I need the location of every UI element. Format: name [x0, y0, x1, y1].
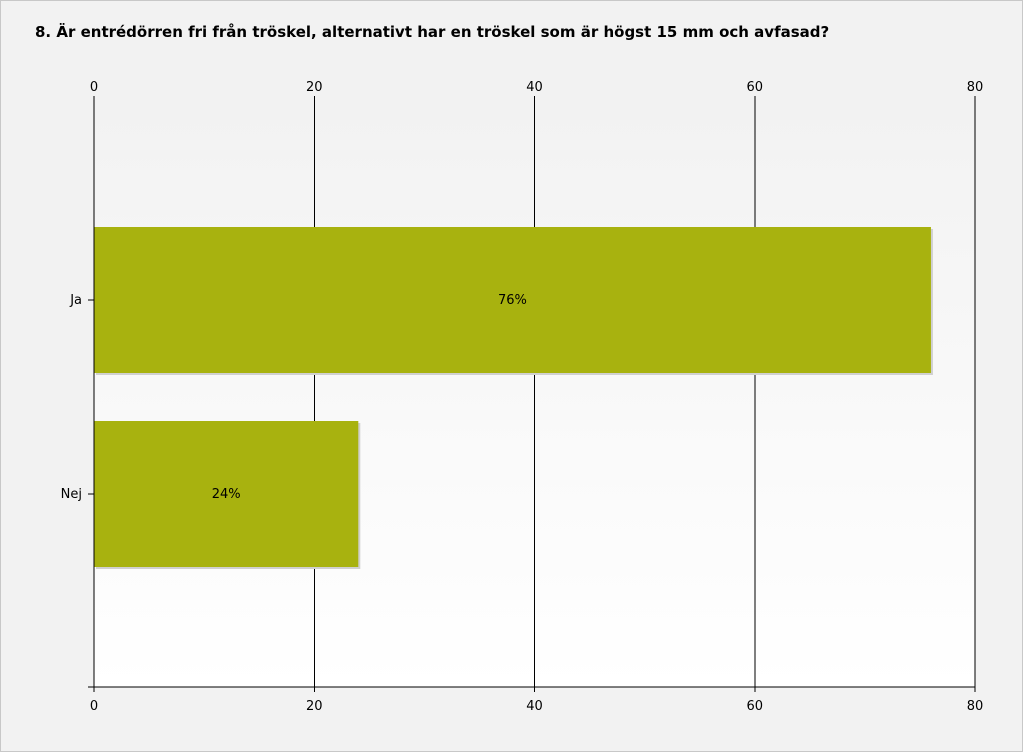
x-tick-label-top: 0 [90, 80, 98, 95]
data-label-ja: 76% [498, 293, 527, 308]
x-tick-label-top: 40 [526, 80, 543, 95]
x-tick-label-bottom: 80 [967, 699, 984, 714]
x-tick-label-top: 60 [746, 80, 763, 95]
x-tick-label-bottom: 0 [90, 699, 98, 714]
y-tick-label-ja: Ja [69, 293, 82, 308]
x-tick-label-bottom: 40 [526, 699, 543, 714]
bar-nej [94, 421, 359, 567]
x-tick-label-bottom: 60 [746, 699, 763, 714]
x-tick-label-top: 80 [967, 80, 984, 95]
y-tick-label-nej: Nej [61, 487, 82, 502]
x-tick-label-bottom: 20 [306, 699, 323, 714]
bar-ja [94, 227, 931, 373]
x-tick-label-top: 20 [306, 80, 323, 95]
data-label-nej: 24% [212, 487, 241, 502]
chart-title: 8. Är entrédörren fri från tröskel, alte… [35, 23, 830, 41]
